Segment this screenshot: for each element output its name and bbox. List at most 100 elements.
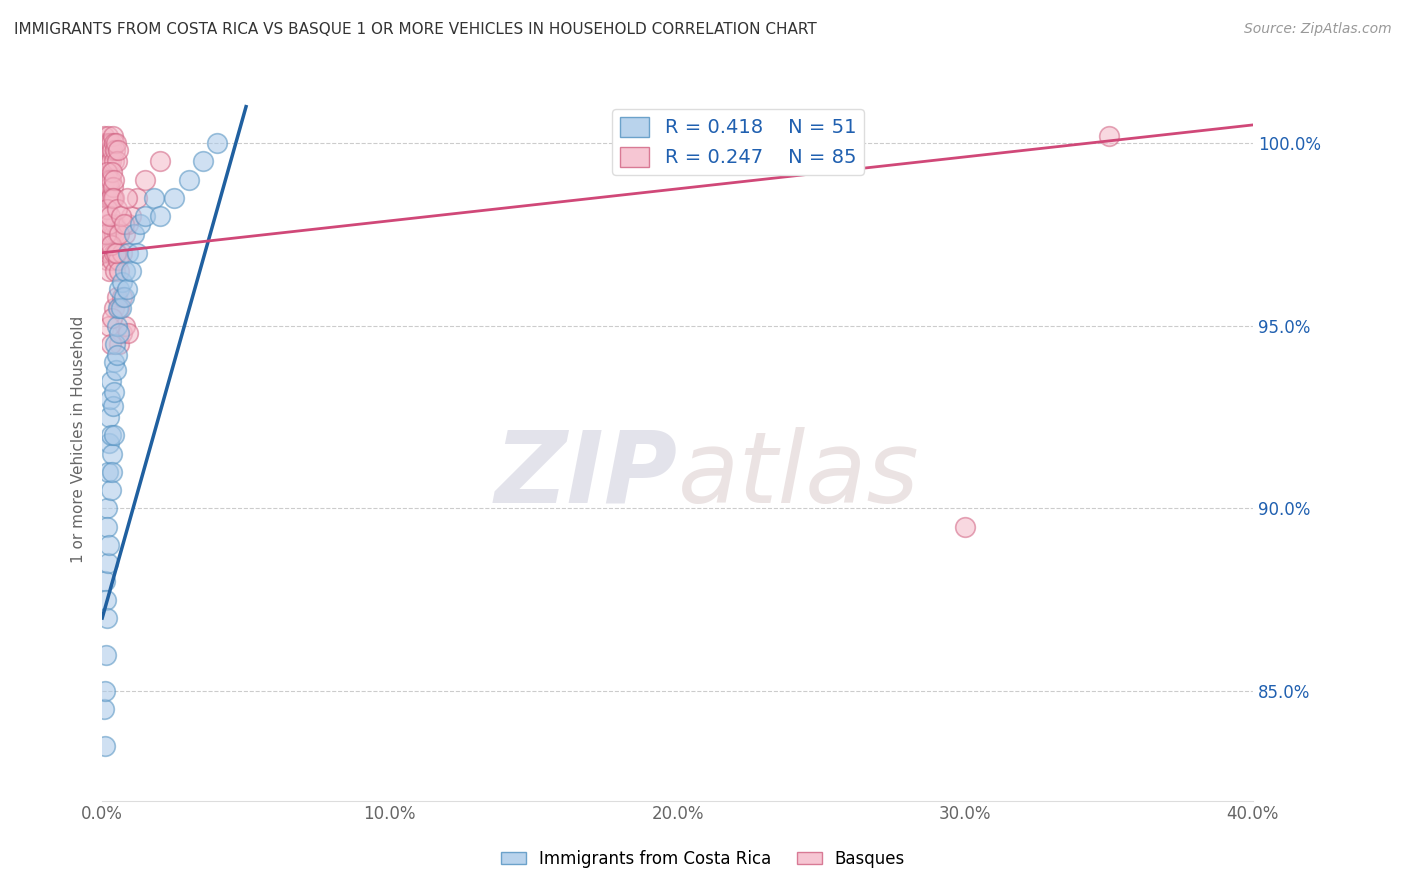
Point — [94, 648, 117, 662]
Point — [103, 301, 125, 315]
Point — [114, 264, 136, 278]
Point — [98, 318, 121, 333]
Point — [96, 136, 118, 151]
Point — [96, 253, 118, 268]
Point — [98, 435, 121, 450]
Point — [105, 289, 128, 303]
Point — [105, 154, 128, 169]
Point — [93, 172, 115, 186]
Point — [93, 684, 115, 698]
Point — [177, 172, 200, 186]
Point — [1098, 128, 1121, 143]
Point — [101, 128, 124, 143]
Point — [163, 191, 186, 205]
Point — [97, 154, 120, 169]
Point — [97, 556, 120, 570]
Point — [117, 217, 139, 231]
Point — [104, 264, 127, 278]
Point — [94, 154, 117, 169]
Point — [111, 245, 134, 260]
Point — [953, 519, 976, 533]
Point — [94, 227, 117, 242]
Y-axis label: 1 or more Vehicles in Household: 1 or more Vehicles in Household — [72, 316, 86, 563]
Point — [96, 501, 118, 516]
Point — [96, 165, 118, 179]
Legend: Immigrants from Costa Rica, Basques: Immigrants from Costa Rica, Basques — [495, 844, 911, 875]
Point — [97, 217, 120, 231]
Point — [101, 465, 124, 479]
Point — [115, 282, 138, 296]
Point — [100, 227, 122, 242]
Point — [98, 144, 121, 158]
Point — [100, 245, 122, 260]
Point — [112, 217, 135, 231]
Point — [101, 165, 124, 179]
Point — [105, 227, 128, 242]
Point — [96, 217, 118, 231]
Point — [97, 191, 120, 205]
Point — [96, 180, 118, 194]
Point — [110, 209, 132, 223]
Point — [110, 301, 132, 315]
Point — [104, 337, 127, 351]
Text: atlas: atlas — [678, 426, 920, 524]
Point — [100, 374, 122, 388]
Point — [103, 384, 125, 399]
Point — [108, 282, 131, 296]
Point — [100, 238, 122, 252]
Text: Source: ZipAtlas.com: Source: ZipAtlas.com — [1244, 22, 1392, 37]
Point — [94, 739, 117, 753]
Point — [101, 253, 124, 268]
Point — [120, 209, 142, 223]
Point — [111, 275, 134, 289]
Point — [114, 318, 136, 333]
Point — [134, 209, 156, 223]
Point — [94, 592, 117, 607]
Point — [105, 362, 128, 376]
Point — [103, 428, 125, 442]
Point — [125, 191, 148, 205]
Point — [103, 355, 125, 369]
Point — [114, 227, 136, 242]
Point — [104, 217, 127, 231]
Point — [101, 447, 124, 461]
Point — [105, 245, 128, 260]
Point — [94, 136, 117, 151]
Point — [93, 209, 115, 223]
Point — [96, 611, 118, 625]
Point — [96, 144, 118, 158]
Point — [98, 209, 121, 223]
Point — [103, 154, 125, 169]
Point — [100, 191, 122, 205]
Text: ZIP: ZIP — [495, 426, 678, 524]
Point — [94, 227, 117, 242]
Point — [105, 136, 128, 151]
Point — [100, 172, 122, 186]
Point — [101, 399, 124, 413]
Point — [96, 202, 118, 216]
Point — [101, 180, 124, 194]
Point — [97, 172, 120, 186]
Point — [94, 191, 117, 205]
Point — [98, 217, 121, 231]
Legend: R = 0.418    N = 51, R = 0.247    N = 85: R = 0.418 N = 51, R = 0.247 N = 85 — [613, 109, 865, 175]
Point — [101, 144, 124, 158]
Point — [108, 326, 131, 340]
Point — [191, 154, 214, 169]
Point — [94, 848, 117, 863]
Point — [107, 144, 129, 158]
Point — [100, 337, 122, 351]
Point — [100, 136, 122, 151]
Point — [97, 128, 120, 143]
Point — [149, 209, 172, 223]
Point — [97, 245, 120, 260]
Point — [93, 702, 115, 716]
Point — [97, 410, 120, 425]
Point — [96, 519, 118, 533]
Point — [108, 264, 131, 278]
Point — [112, 289, 135, 303]
Point — [149, 154, 172, 169]
Point — [111, 326, 134, 340]
Point — [101, 191, 124, 205]
Point — [105, 245, 128, 260]
